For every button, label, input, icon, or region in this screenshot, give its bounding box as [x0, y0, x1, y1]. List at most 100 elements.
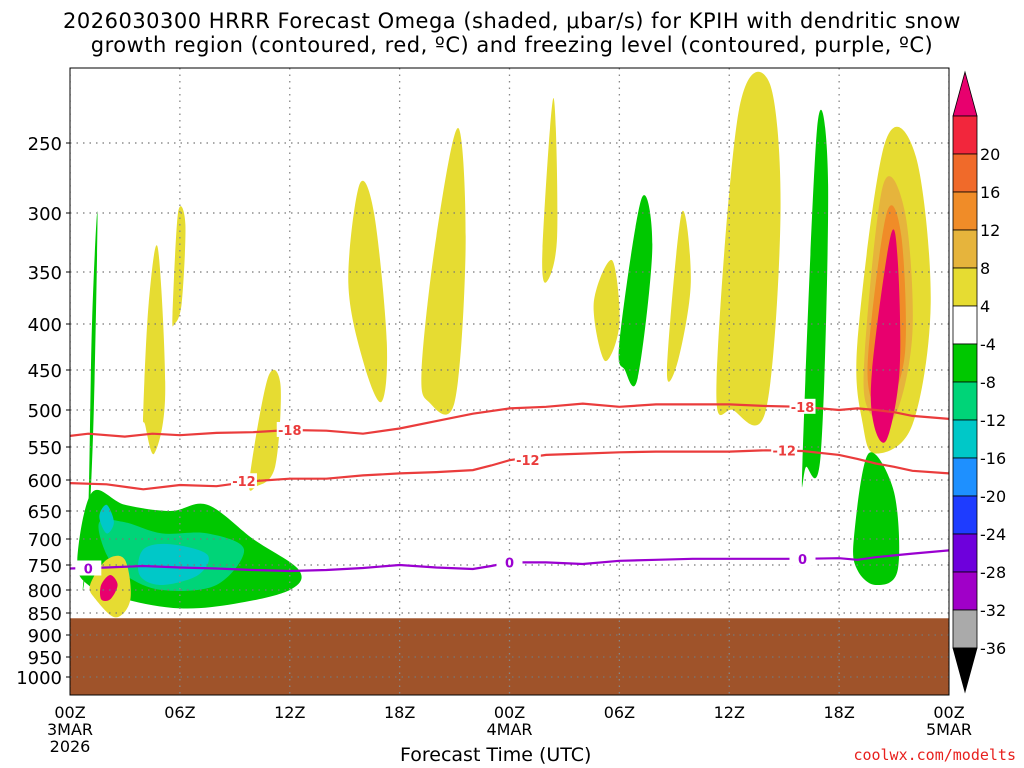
colorbar-band-6 [952, 343, 978, 383]
omega-region-20 [99, 504, 114, 534]
contour-label-0-0: -18 [278, 424, 302, 439]
x-tick-label-1: 06Z [164, 703, 195, 722]
omega-region-19 [138, 543, 209, 585]
omega-region-9 [716, 71, 781, 426]
colorbar-label-8: -16 [980, 449, 1006, 468]
y-tick-label-1000: 1000 [16, 668, 62, 689]
colorbar-band-8 [952, 419, 978, 459]
colorbar-band-10 [952, 495, 978, 535]
y-tick-label-700: 700 [28, 530, 62, 551]
omega-region-5 [421, 127, 466, 415]
x-tick-label-8: 00Z [933, 703, 964, 722]
colorbar-label-6: -8 [980, 373, 996, 392]
chart-title-line-1: 2026030300 HRRR Forecast Omega (shaded, … [63, 9, 961, 33]
x-tick-label-7: 18Z [823, 703, 854, 722]
omega-region-4 [348, 180, 388, 403]
colorbar-band-11 [952, 533, 978, 573]
colorbar-band-13 [952, 609, 978, 649]
colorbar-band-12 [952, 571, 978, 611]
omega-region-11 [801, 109, 829, 488]
colorbar-label-5: -4 [980, 335, 996, 354]
contour-label-bg-2-0 [75, 560, 102, 576]
contour-label-bg-0-1 [789, 398, 816, 414]
omega-region-10 [618, 195, 653, 387]
x-tick-date-8: 5MAR [926, 720, 972, 739]
x-tick-label-0: 00Z [54, 703, 85, 722]
contour-label-2-0: 0 [84, 563, 93, 578]
y-tick-label-900: 900 [28, 626, 62, 647]
contour-label-1-1: -12 [516, 454, 540, 469]
contour-label-bg-1-1 [514, 452, 541, 468]
x-tick-label-3: 18Z [384, 703, 415, 722]
plot-area: -18 -18 -12 -12 -12 0 0 0 [70, 68, 949, 695]
omega-region-22 [99, 575, 118, 601]
x-tick-date-4: 4MAR [486, 720, 532, 739]
y-tick-label-600: 600 [28, 471, 62, 492]
colorbar-band-2 [952, 191, 978, 231]
colorbar-label-10: -24 [980, 525, 1006, 544]
colorbar-label-0: 20 [980, 145, 1000, 164]
omega-region-3 [249, 369, 281, 491]
colorbar-band-3 [952, 229, 978, 269]
contour-label-1-2: -12 [772, 444, 796, 459]
colorbar-top-arrow [952, 70, 978, 117]
terrain-ground [70, 618, 949, 695]
contour-label-2-1: 0 [505, 556, 514, 571]
y-tick-label-450: 450 [28, 361, 62, 382]
omega-region-8 [666, 210, 691, 382]
x-tick-label-2: 12Z [274, 703, 305, 722]
contour-label-1-0: -12 [232, 475, 256, 490]
y-tick-label-950: 950 [28, 648, 62, 669]
y-tick-label-400: 400 [28, 315, 62, 336]
colorbar-label-3: 8 [980, 259, 990, 278]
x-axis-title: Forecast Time (UTC) [400, 744, 592, 766]
contour-label-bg-2-2 [789, 550, 816, 566]
colorbar-band-0 [952, 115, 978, 155]
y-tick-label-350: 350 [28, 263, 62, 284]
omega-region-0 [82, 211, 98, 591]
y-tick-label-750: 750 [28, 556, 62, 577]
y-tick-label-550: 550 [28, 438, 62, 459]
colorbar-band-1 [952, 153, 978, 193]
chart-title-line-2: growth region (contoured, red, ºC) and f… [90, 33, 934, 57]
x-tick-label-6: 12Z [714, 703, 745, 722]
contour-label-bg-2-1 [496, 554, 523, 570]
y-tick-label-800: 800 [28, 581, 62, 602]
colorbar-label-13: -36 [980, 639, 1006, 658]
omega-region-1 [143, 245, 166, 455]
contour-label-bg-1-2 [771, 442, 798, 458]
y-tick-label-250: 250 [28, 134, 62, 155]
y-tick-label-850: 850 [28, 604, 62, 625]
x-tick-date-0: 3MAR [47, 720, 93, 739]
colorbar-label-11: -28 [980, 563, 1006, 582]
colorbar-band-7 [952, 381, 978, 421]
colorbar-label-4: 4 [980, 297, 990, 316]
colorbar-label-7: -12 [980, 411, 1006, 430]
omega-region-6 [542, 97, 558, 283]
source-credit: coolwx.com/modelts [853, 746, 1016, 764]
colorbar-band-5 [952, 305, 978, 345]
omega-region-2 [172, 206, 186, 327]
y-tick-label-650: 650 [28, 502, 62, 523]
contour-label-0-1: -18 [791, 401, 815, 416]
omega-region-7 [593, 259, 620, 362]
colorbar-label-2: 12 [980, 221, 1000, 240]
y-tick-label-500: 500 [28, 401, 62, 422]
x-tick-year-0: 2026 [50, 737, 91, 756]
omega-region-13 [853, 452, 900, 586]
colorbar-bottom-arrow [952, 647, 978, 694]
colorbar-label-9: -20 [980, 487, 1006, 506]
colorbar-band-9 [952, 457, 978, 497]
contour-label-bg-1-0 [230, 473, 257, 489]
contour-0 [70, 402, 949, 438]
omega-region-16 [870, 229, 901, 443]
x-tick-label-4: 00Z [494, 703, 525, 722]
colorbar-band-4 [952, 267, 978, 307]
colorbar-label-12: -32 [980, 601, 1006, 620]
colorbar-label-1: 16 [980, 183, 1000, 202]
x-tick-label-5: 06Z [604, 703, 635, 722]
contour-label-2-2: 0 [798, 553, 807, 568]
contour-label-bg-0-0 [276, 421, 303, 437]
y-tick-label-300: 300 [28, 204, 62, 225]
